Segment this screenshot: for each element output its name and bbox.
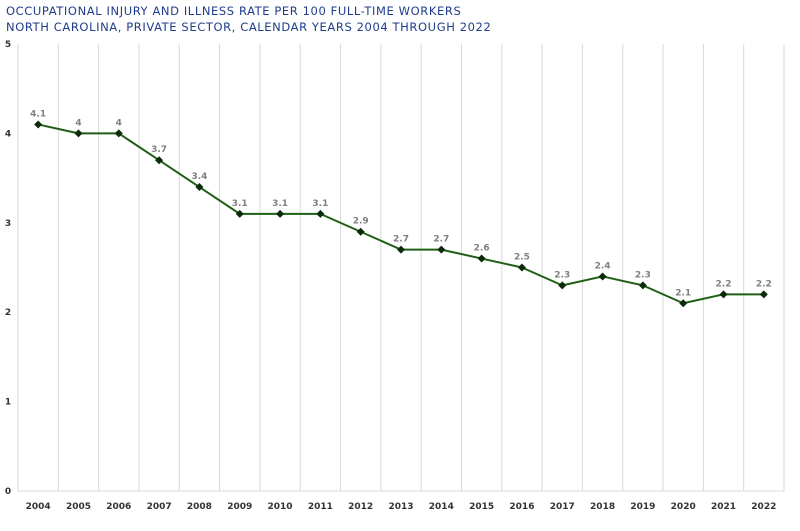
chart-title-line-2: NORTH CAROLINA, PRIVATE SECTOR, CALENDAR… — [6, 20, 492, 34]
data-label: 3.1 — [232, 199, 248, 209]
y-tick-label: 3 — [5, 219, 11, 229]
data-point-marker — [397, 245, 405, 254]
x-tick-label: 2011 — [308, 502, 333, 512]
data-label: 4 — [116, 118, 122, 128]
x-tick-label: 2013 — [388, 502, 413, 512]
x-tick-label: 2014 — [429, 502, 454, 512]
data-point-marker — [316, 209, 325, 218]
x-tick-label: 2015 — [469, 502, 494, 512]
data-point-marker — [517, 263, 526, 272]
data-point-marker — [477, 254, 486, 263]
y-tick-label: 4 — [5, 129, 11, 139]
data-labels: 4.1 4 4 3.7 3.4 3.1 3.1 3.1 2.9 2.7 2.7 2.6 2.5 2.3 2.… — [30, 109, 772, 298]
y-tick-label: 2 — [5, 308, 11, 318]
data-point-marker — [114, 129, 123, 138]
data-label: 3.7 — [151, 145, 167, 155]
series-rate — [34, 120, 768, 308]
data-label: 2.2 — [756, 279, 772, 289]
data-point-marker — [598, 272, 607, 281]
data-point-marker — [356, 227, 365, 236]
data-label: 4 — [75, 118, 81, 128]
data-label: 3.1 — [272, 199, 288, 209]
x-tick-label: 2022 — [751, 502, 776, 512]
data-label: 4.1 — [30, 109, 46, 119]
data-point-marker — [74, 129, 83, 138]
data-point-marker — [558, 281, 567, 290]
chart-title: OCCUPATIONAL INJURY AND ILLNESS RATE PER… — [6, 3, 491, 35]
data-point-marker — [34, 120, 43, 129]
x-tick-label: 2019 — [630, 502, 655, 512]
x-tick-label: 2021 — [711, 502, 736, 512]
y-tick-label: 0 — [5, 487, 11, 497]
data-point-marker — [679, 299, 688, 308]
data-label: 2.7 — [393, 235, 409, 245]
grid-lines — [17, 44, 785, 492]
series-line — [37, 123, 764, 305]
data-label: 2.3 — [554, 270, 570, 280]
data-label: 2.3 — [635, 270, 651, 280]
x-tick-label: 2007 — [147, 502, 172, 512]
data-label: 2.4 — [595, 261, 611, 271]
data-label: 2.7 — [433, 235, 449, 245]
data-point-marker — [155, 156, 164, 165]
data-label: 2.5 — [514, 253, 530, 263]
data-label: 2.1 — [675, 288, 691, 298]
x-tick-label: 2006 — [106, 502, 131, 512]
y-tick-label: 5 — [5, 40, 11, 50]
data-label: 3.4 — [191, 172, 207, 182]
data-point-marker — [437, 245, 446, 254]
x-axis: 2004 2005 2006 2007 2008 2009 2010 2011 2012 2013… — [26, 502, 777, 512]
data-point-marker — [759, 290, 768, 299]
x-tick-label: 2010 — [268, 502, 293, 512]
x-tick-label: 2012 — [348, 502, 373, 512]
data-label: 3.1 — [312, 199, 328, 209]
x-tick-label: 2009 — [227, 502, 252, 512]
x-tick-label: 2005 — [66, 502, 91, 512]
data-label: 2.6 — [474, 244, 490, 254]
x-tick-label: 2017 — [550, 502, 575, 512]
data-point-marker — [276, 209, 285, 218]
data-label: 2.2 — [716, 279, 732, 289]
x-tick-label: 2016 — [509, 502, 534, 512]
y-tick-label: 1 — [5, 398, 11, 408]
data-point-marker — [638, 281, 647, 290]
x-tick-label: 2018 — [590, 502, 615, 512]
data-point-marker — [719, 290, 728, 299]
y-axis: 0 1 2 3 4 5 — [5, 40, 11, 497]
data-point-marker — [235, 209, 244, 218]
x-tick-label: 2004 — [26, 502, 51, 512]
data-point-marker — [195, 183, 204, 192]
chart-title-line-1: OCCUPATIONAL INJURY AND ILLNESS RATE PER… — [6, 4, 462, 18]
x-tick-label: 2020 — [671, 502, 696, 512]
data-label: 2.9 — [353, 217, 369, 227]
x-tick-label: 2008 — [187, 502, 212, 512]
